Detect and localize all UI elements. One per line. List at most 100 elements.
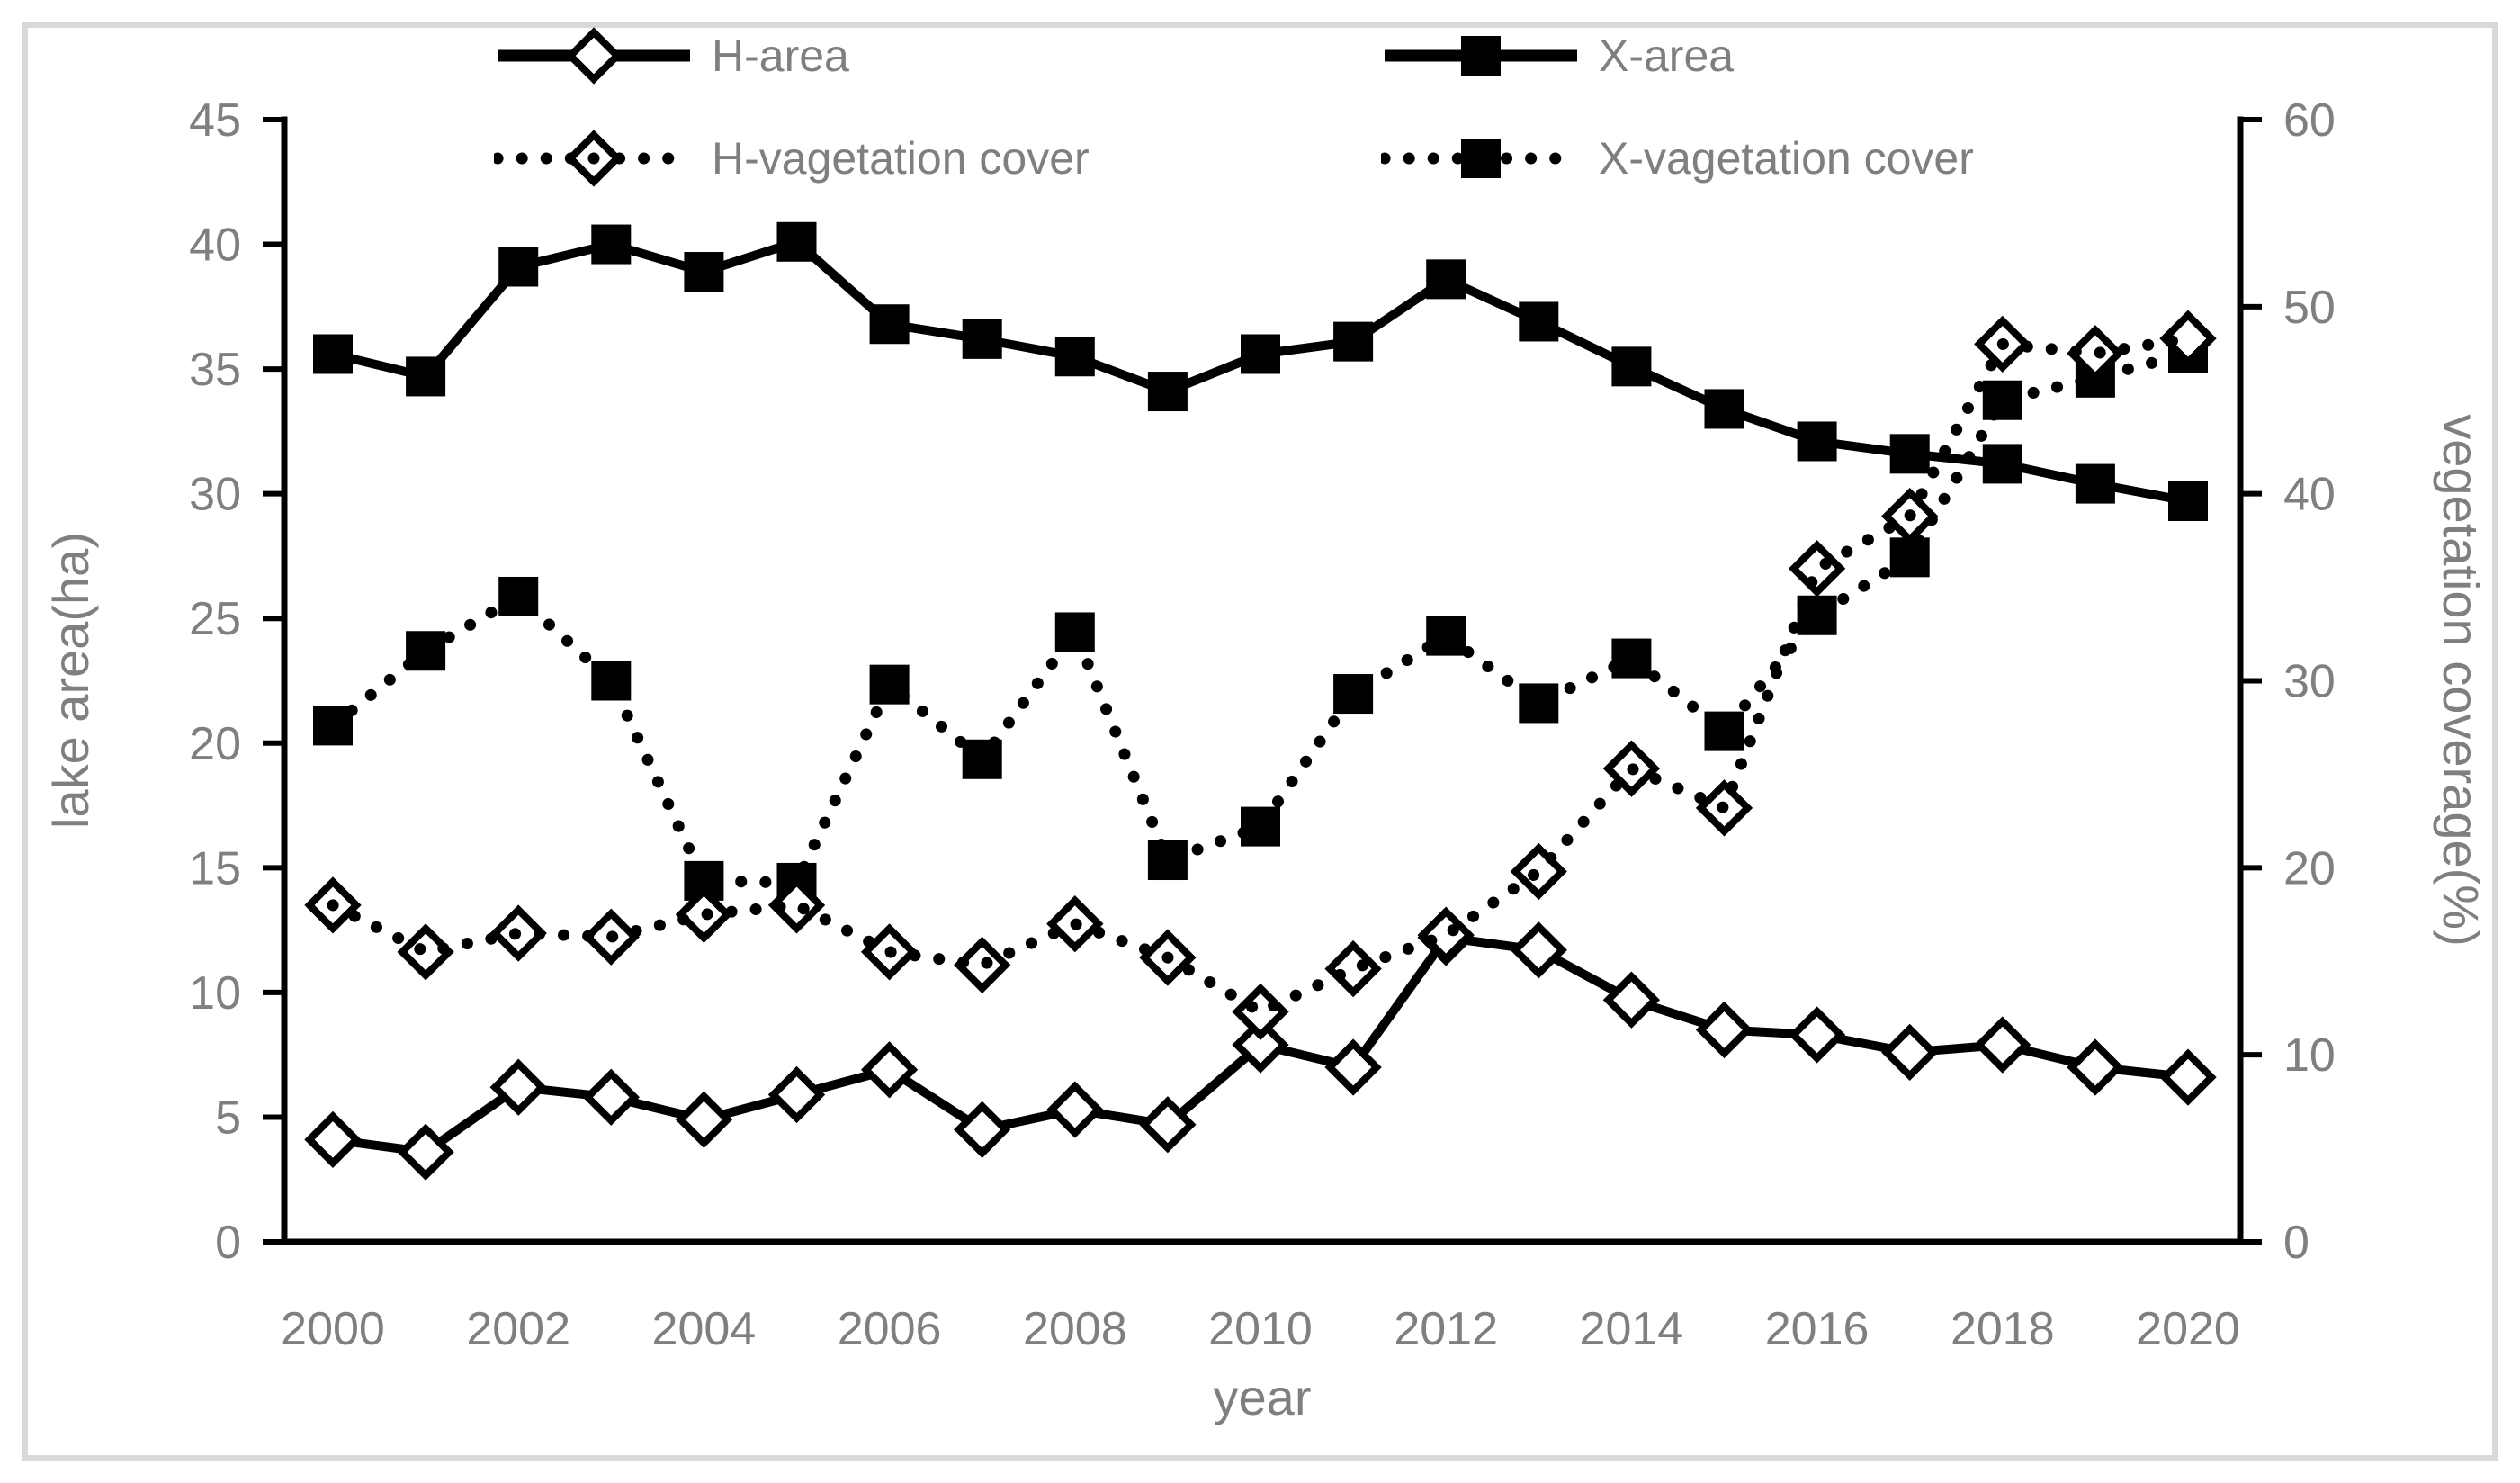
filled-square-marker-icon (2075, 463, 2115, 504)
x-axis-tick-label: 2008 (1023, 1303, 1127, 1355)
left-axis-tick-label: 10 (189, 967, 241, 1020)
open-diamond-marker-icon (767, 876, 826, 934)
figure-border (22, 22, 2498, 1461)
x-axis-title: year (1214, 1369, 1312, 1425)
open-diamond-marker-icon (1139, 1096, 1197, 1154)
open-diamond-marker-icon (1788, 1006, 1846, 1064)
open-diamond-marker-icon (304, 1110, 362, 1169)
filled-square-marker-icon (1426, 259, 1466, 300)
left-axis-tick-label: 40 (189, 220, 241, 272)
filled-square-marker-icon (1704, 711, 1744, 751)
series-h-vagetation-cover (304, 310, 2217, 1041)
open-diamond-marker-icon (1232, 983, 1289, 1041)
filled-square-marker-icon (591, 661, 632, 701)
filled-square-marker-icon (1241, 806, 1280, 847)
open-diamond-marker-icon (2067, 1038, 2124, 1096)
open-diamond-marker-icon (565, 27, 623, 85)
x-area-legend-marker-icon (1385, 36, 1577, 76)
series-x-area (313, 221, 2208, 521)
left-axis-tick-label: 0 (215, 1217, 241, 1269)
filled-square-marker-icon (406, 631, 446, 671)
right-axis-tick-label: 50 (2283, 282, 2336, 334)
filled-square-marker-icon (869, 304, 910, 345)
legend-item-x-area: X-area (1381, 27, 1734, 85)
open-diamond-marker-icon (1232, 1016, 1289, 1074)
filled-square-marker-icon (591, 224, 632, 265)
left-axis-tick-label: 35 (189, 344, 241, 396)
right-axis-tick-label: 60 (2283, 94, 2336, 147)
right-axis-title: vegetation coverage(%) (2433, 414, 2489, 946)
filled-square-marker-icon (1054, 337, 1095, 377)
filled-square-marker-icon (1519, 683, 1559, 724)
open-diamond-marker-icon (1695, 1001, 1753, 1059)
series-h-area (304, 909, 2217, 1181)
left-axis-tick-label: 25 (189, 593, 241, 645)
filled-square-marker-icon (1611, 346, 1652, 387)
open-diamond-marker-icon (489, 1058, 547, 1116)
filled-square-marker-icon (1704, 389, 1744, 429)
legend-label: X-area (1599, 31, 1735, 81)
left-axis-tick-label: 15 (189, 842, 241, 894)
open-diamond-marker-icon (1974, 1016, 2031, 1074)
open-diamond-marker-icon (1417, 906, 1475, 964)
x-axis-tick-label: 2014 (1580, 1303, 1684, 1355)
open-diamond-marker-icon (1510, 921, 1567, 979)
filled-square-marker-icon (1611, 638, 1652, 679)
open-diamond-marker-icon (767, 1065, 826, 1124)
filled-square-marker-icon (1982, 444, 2022, 484)
left-axis-tick-label: 45 (189, 94, 241, 147)
filled-square-marker-icon (498, 576, 539, 616)
filled-square-marker-icon (313, 334, 353, 374)
filled-square-marker-icon (962, 739, 1002, 779)
left-axis-title: lake area(ha) (42, 532, 99, 829)
open-diamond-marker-icon (954, 1101, 1011, 1158)
series-x-vagetation-cover (313, 333, 2208, 903)
open-diamond-marker-icon (1602, 971, 1661, 1029)
open-diamond-marker-icon (1881, 1023, 1939, 1082)
x-vagetation-legend-marker-icon (1381, 139, 1581, 178)
filled-square-marker-icon (776, 221, 817, 262)
filled-square-marker-icon (313, 706, 353, 746)
open-diamond-marker-icon (2159, 310, 2217, 367)
filled-square-marker-icon (1426, 616, 1466, 656)
filled-square-marker-icon (1519, 301, 1559, 342)
filled-square-marker-icon (1461, 139, 1501, 178)
filled-square-marker-icon (1054, 612, 1095, 652)
right-axis-tick-label: 20 (2283, 842, 2336, 894)
filled-square-marker-icon (869, 664, 910, 705)
open-diamond-marker-icon (1046, 1081, 1104, 1138)
open-diamond-marker-icon (1324, 939, 1382, 998)
legend-item-x-vagetation-cover: X-vagetation cover (1381, 130, 1974, 187)
filled-square-marker-icon (1147, 372, 1188, 412)
open-diamond-marker-icon (1324, 1038, 1382, 1096)
legend-label: X-vagetation cover (1599, 133, 1974, 184)
open-diamond-marker-icon (397, 1123, 454, 1181)
x-axis-tick-label: 2010 (1208, 1303, 1313, 1355)
filled-square-marker-icon (1889, 434, 1930, 474)
x-axis-tick-label: 2002 (466, 1303, 570, 1355)
filled-square-marker-icon (1461, 36, 1501, 76)
filled-square-marker-icon (406, 356, 446, 397)
right-axis-tick-label: 10 (2283, 1029, 2336, 1082)
x-axis-tick-label: 2006 (838, 1303, 942, 1355)
axes (263, 116, 2262, 1245)
right-axis-tick-label: 30 (2283, 656, 2336, 708)
dot-icon (587, 152, 600, 165)
open-diamond-marker-icon (1788, 540, 1846, 598)
filled-square-marker-icon (1982, 380, 2022, 420)
open-diamond-marker-icon (675, 1091, 733, 1148)
x-axis-tick-label: 2004 (652, 1303, 757, 1355)
x-axis-tick-label: 2016 (1765, 1303, 1870, 1355)
filled-square-marker-icon (1333, 321, 1374, 362)
x-axis-tick-label: 2020 (2136, 1303, 2240, 1355)
h-area-legend-marker-icon (498, 27, 690, 85)
x-axis-tick-label: 2018 (1951, 1303, 2055, 1355)
left-axis-tick-label: 5 (215, 1092, 241, 1144)
legend-label: H-vagetation cover (712, 133, 1090, 184)
filled-square-marker-icon (1333, 674, 1374, 715)
open-diamond-marker-icon (2159, 1048, 2217, 1106)
left-axis-tick-label: 20 (189, 718, 241, 770)
open-diamond-marker-icon (860, 1041, 919, 1099)
x-axis-tick-label: 2000 (281, 1303, 385, 1355)
